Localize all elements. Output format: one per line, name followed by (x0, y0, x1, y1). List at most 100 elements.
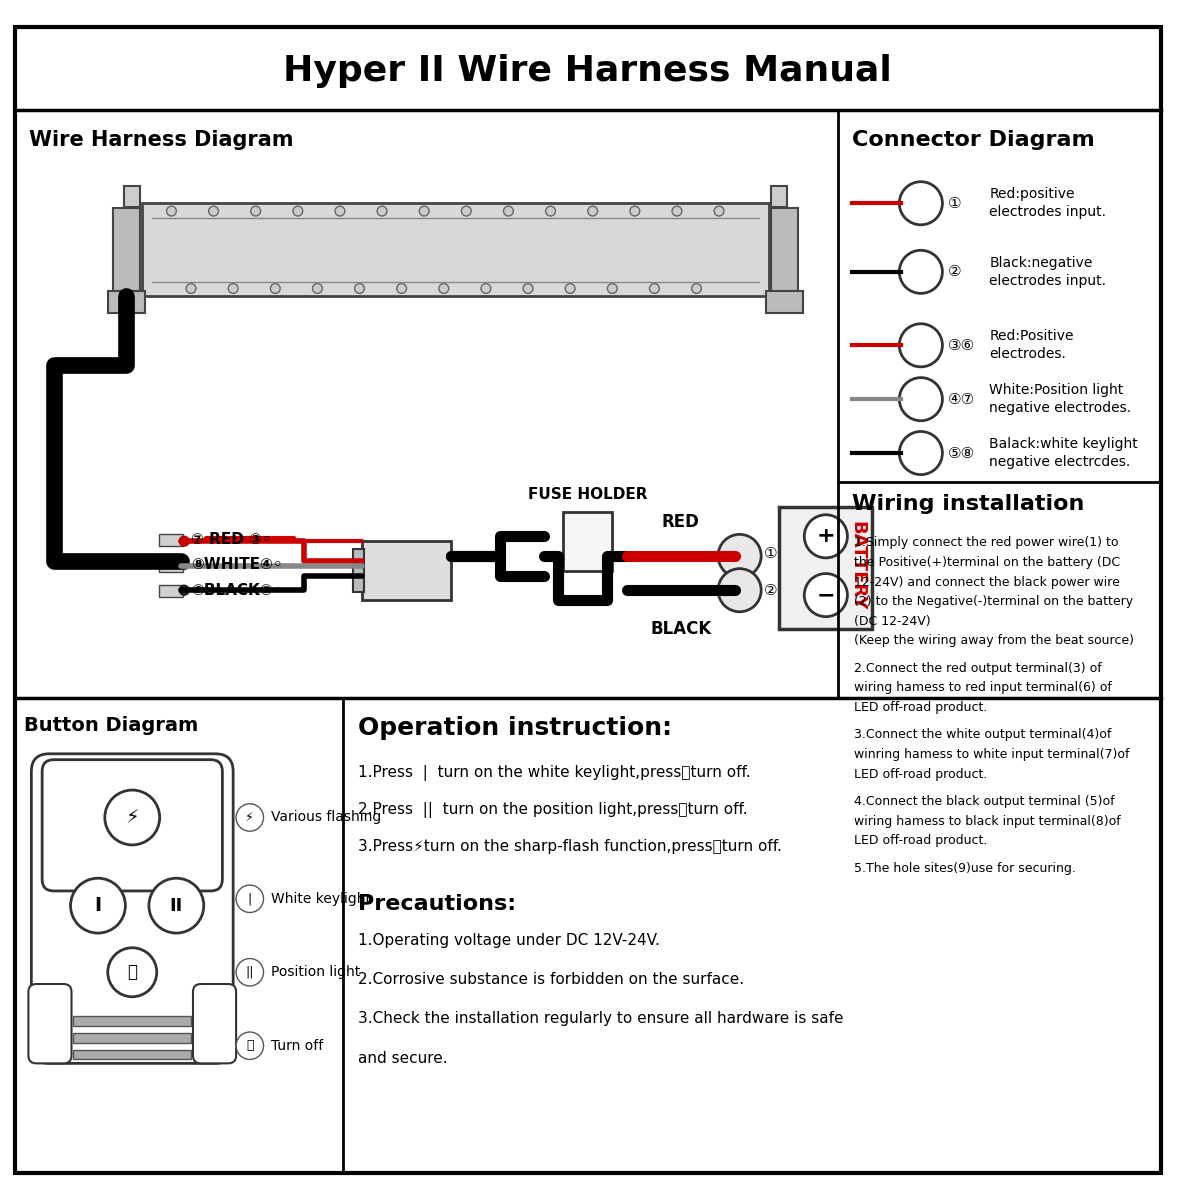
Text: Ⓡ: Ⓡ (246, 1039, 253, 1052)
Text: ⑨BLACK⑤◦: ⑨BLACK⑤◦ (191, 583, 282, 598)
Bar (158, 560, 184, 571)
FancyBboxPatch shape (193, 984, 236, 1063)
Bar (766, 292, 803, 313)
Bar (73, 1016, 191, 1026)
Circle shape (236, 804, 264, 832)
Text: 3.Connect the white output terminal(4)of: 3.Connect the white output terminal(4)of (854, 728, 1111, 742)
Text: Balack:white keylight
negative electrcdes.: Balack:white keylight negative electrcde… (990, 437, 1138, 469)
Text: wiring hamess to black input terminal(8)of: wiring hamess to black input terminal(8)… (854, 815, 1121, 828)
Circle shape (179, 586, 190, 595)
Circle shape (104, 790, 160, 845)
Text: the Positive(+)terminal on the battery (DC: the Positive(+)terminal on the battery (… (854, 556, 1121, 569)
Text: 1.Operating voltage under DC 12V-24V.: 1.Operating voltage under DC 12V-24V. (358, 934, 660, 948)
Text: LED off-road product.: LED off-road product. (854, 701, 988, 714)
Circle shape (718, 569, 761, 612)
Circle shape (588, 206, 598, 216)
Text: (DC 12-24V): (DC 12-24V) (854, 614, 931, 628)
Text: ②: ② (948, 264, 962, 280)
Text: Wire Harness Diagram: Wire Harness Diagram (29, 130, 294, 150)
Circle shape (672, 206, 682, 216)
Text: +: + (816, 527, 835, 546)
Circle shape (71, 878, 125, 934)
Text: (Keep the wiring away from the beat source): (Keep the wiring away from the beat sour… (854, 635, 1134, 647)
Text: Precautions:: Precautions: (358, 894, 516, 914)
Text: (2) to the Negative(-)terminal on the battery: (2) to the Negative(-)terminal on the ba… (854, 595, 1133, 608)
Text: Red:Positive
electrodes.: Red:Positive electrodes. (990, 329, 1074, 361)
Text: BATTERY: BATTERY (848, 521, 866, 611)
Circle shape (179, 560, 190, 570)
Circle shape (335, 206, 344, 216)
Text: 3.Press⚡turn on the sharp-flash function,pressⓇturn off.: 3.Press⚡turn on the sharp-flash function… (358, 839, 781, 854)
Circle shape (419, 206, 430, 216)
Text: ②: ② (764, 583, 778, 598)
Bar (362, 541, 451, 600)
Text: ⑤⑧: ⑤⑧ (948, 445, 976, 461)
Circle shape (228, 283, 238, 293)
Text: 2.Press  ||  turn on the position light,pressⓇturn off.: 2.Press || turn on the position light,pr… (358, 802, 748, 818)
Circle shape (565, 283, 575, 293)
Circle shape (899, 324, 942, 367)
Text: ④⑦: ④⑦ (948, 391, 976, 407)
Circle shape (607, 283, 617, 293)
Text: FUSE HOLDER: FUSE HOLDER (528, 487, 648, 502)
Bar (73, 1050, 191, 1060)
Bar (158, 534, 184, 546)
Circle shape (167, 206, 176, 216)
Text: 3.Check the installation regularly to ensure all hardware is safe: 3.Check the installation regularly to en… (358, 1012, 844, 1026)
Text: ⚡: ⚡ (125, 808, 139, 827)
Circle shape (462, 206, 472, 216)
Text: Connector Diagram: Connector Diagram (852, 130, 1096, 150)
Bar (158, 586, 184, 598)
Text: Wiring installation: Wiring installation (852, 494, 1085, 514)
Text: 5.The hole sites(9)use for securing.: 5.The hole sites(9)use for securing. (854, 862, 1076, 875)
Text: LED off-road product.: LED off-road product. (854, 768, 988, 780)
Text: ⑧WHITE④◦: ⑧WHITE④◦ (191, 557, 283, 572)
Circle shape (179, 536, 190, 546)
Circle shape (718, 534, 761, 577)
Text: 12-24V) and connect the black power wire: 12-24V) and connect the black power wire (854, 576, 1120, 588)
Text: LED off-road product.: LED off-road product. (854, 834, 988, 847)
Text: White:Position light
negative electrodes.: White:Position light negative electrodes… (990, 383, 1132, 415)
Text: winring hamess to white input terminal(7)of: winring hamess to white input terminal(7… (854, 748, 1129, 761)
Text: Red:positive
electrodes input.: Red:positive electrodes input. (990, 187, 1106, 220)
Circle shape (899, 181, 942, 224)
Circle shape (439, 283, 449, 293)
Circle shape (312, 283, 323, 293)
Text: ①: ① (948, 196, 962, 211)
Text: Hyper II Wire Harness Manual: Hyper II Wire Harness Manual (283, 54, 892, 88)
Circle shape (251, 206, 260, 216)
Text: Turn off: Turn off (271, 1039, 324, 1052)
Bar (113, 208, 140, 292)
Text: II: II (169, 896, 182, 914)
Text: Button Diagram: Button Diagram (24, 715, 199, 734)
Circle shape (270, 283, 280, 293)
Text: wiring hamess to red input terminal(6) of: wiring hamess to red input terminal(6) o… (854, 682, 1112, 695)
Bar (125, 186, 140, 208)
Circle shape (108, 948, 157, 997)
Text: 2.Connect the red output terminal(3) of: 2.Connect the red output terminal(3) of (854, 661, 1102, 674)
FancyBboxPatch shape (29, 984, 72, 1063)
Text: ⚡: ⚡ (246, 811, 254, 824)
Bar (779, 506, 872, 629)
Text: Black:negative
electrodes input.: Black:negative electrodes input. (990, 256, 1106, 288)
Circle shape (804, 574, 847, 617)
Text: BLACK: BLACK (650, 619, 712, 637)
Circle shape (691, 283, 702, 293)
Text: ⑦ RED ③◦: ⑦ RED ③◦ (191, 532, 271, 547)
Circle shape (209, 206, 218, 216)
Bar (563, 512, 612, 571)
Circle shape (546, 206, 556, 216)
Circle shape (149, 878, 204, 934)
Circle shape (355, 283, 365, 293)
Text: |: | (247, 893, 252, 905)
Bar (73, 1033, 191, 1043)
Circle shape (504, 206, 514, 216)
Circle shape (186, 283, 196, 293)
Bar (108, 292, 145, 313)
Circle shape (236, 1032, 264, 1060)
Text: 1.Simply connect the red power wire(1) to: 1.Simply connect the red power wire(1) t… (854, 536, 1118, 550)
Circle shape (649, 283, 659, 293)
Circle shape (293, 206, 302, 216)
Circle shape (236, 959, 264, 986)
FancyBboxPatch shape (42, 760, 222, 890)
